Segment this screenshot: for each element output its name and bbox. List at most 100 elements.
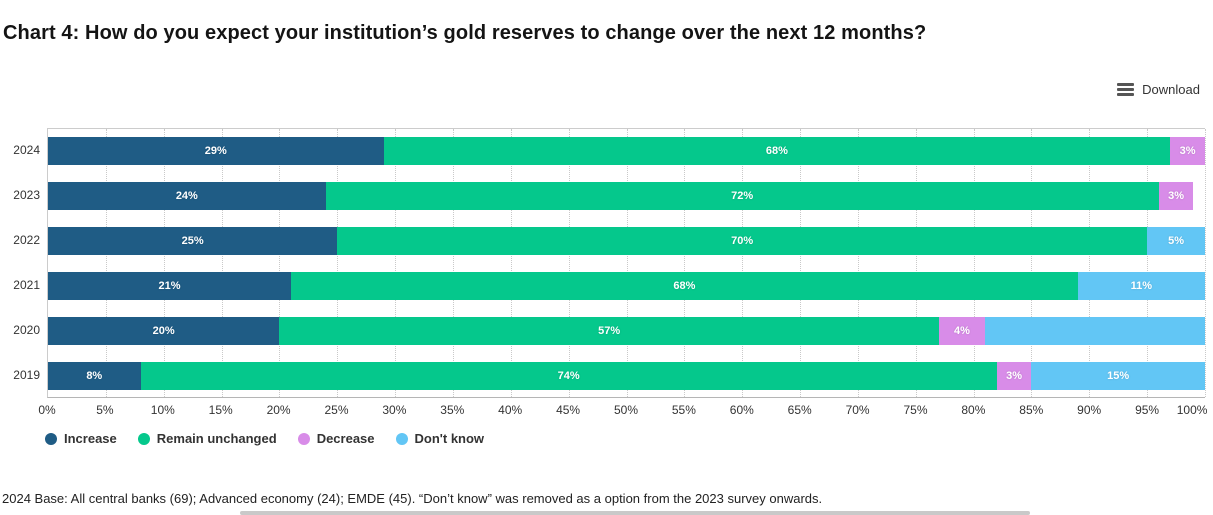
bar-segment-increase[interactable]: 8% — [48, 362, 141, 390]
download-label: Download — [1142, 82, 1200, 97]
legend-item-increase[interactable]: Increase — [45, 431, 117, 446]
x-axis-tick-label: 85% — [1019, 403, 1044, 417]
gridline — [163, 129, 165, 397]
y-axis-label: 2023 — [13, 188, 40, 202]
x-axis-tick-label: 65% — [787, 403, 812, 417]
bar-data-label: 3% — [1179, 145, 1196, 157]
x-axis: 0% 5% 10% 15% 20% 25% 30% 35% 40% 45% 50% 55% 60% 65%… — [0, 403, 1213, 419]
x-axis-tick-label: 30% — [382, 403, 407, 417]
gridline — [626, 129, 628, 397]
bar-data-label: 15% — [1107, 370, 1130, 382]
legend-marker-icon — [395, 432, 408, 445]
y-axis-label: 2022 — [13, 233, 40, 247]
download-button[interactable]: Download — [1117, 82, 1200, 97]
bar-row: 8% 74% 3% 15% — [48, 362, 1205, 390]
x-axis-tick-label: 80% — [961, 403, 986, 417]
bar-row: 24% 72% 3% — [48, 182, 1205, 210]
x-axis-tick-label: 15% — [208, 403, 233, 417]
bar-segment-increase[interactable]: 29% — [48, 137, 384, 165]
legend-item-don-t-know[interactable]: Don't know — [395, 431, 485, 446]
legend: Increase Remain unchanged Decrease Don't kn… — [45, 431, 484, 446]
bar-segment-remain-unchanged[interactable]: 74% — [140, 362, 997, 390]
y-axis-label: 2021 — [13, 278, 40, 292]
x-axis-tick-label: 70% — [845, 403, 870, 417]
bar-segment-remain-unchanged[interactable]: 68% — [290, 272, 1078, 300]
x-axis-tick-label: 45% — [556, 403, 581, 417]
x-axis-tick-label: 20% — [266, 403, 291, 417]
legend-item-remain-unchanged[interactable]: Remain unchanged — [137, 431, 277, 446]
bar-segment-don-t-know[interactable]: 15% — [1031, 362, 1205, 390]
bar-data-label: 20% — [152, 325, 175, 337]
gridline — [1089, 129, 1091, 397]
gridline — [800, 129, 802, 397]
gridline — [1205, 129, 1206, 397]
bar-data-label: 3% — [1006, 370, 1023, 382]
gridline — [973, 129, 975, 397]
gridline — [857, 129, 859, 397]
chart-title: Chart 4: How do you expect your institut… — [3, 22, 927, 44]
bar-data-label: 21% — [158, 280, 181, 292]
legend-item-decrease[interactable]: Decrease — [297, 431, 375, 446]
bar-data-label: 70% — [731, 235, 754, 247]
bar-data-label: 68% — [765, 145, 788, 157]
gridline — [568, 129, 570, 397]
bar-segment-remain-unchanged[interactable]: 72% — [325, 182, 1159, 210]
y-axis-label: 2019 — [13, 368, 40, 382]
bar-segment-decrease[interactable]: 4% — [938, 317, 986, 345]
gridline — [742, 129, 744, 397]
bar-row: 20% 57% 4% — [48, 317, 1205, 345]
y-axis-label: 2020 — [13, 323, 40, 337]
bar-segment-increase[interactable]: 20% — [48, 317, 280, 345]
bar-segment-increase[interactable]: 21% — [48, 272, 291, 300]
bar-data-label: 74% — [557, 370, 580, 382]
bar-data-label: 24% — [175, 190, 198, 202]
legend-label: Decrease — [316, 431, 375, 446]
bar-row: 21% 68% 11% — [48, 272, 1205, 300]
x-axis-tick-label: 40% — [498, 403, 523, 417]
bar-data-label: 11% — [1130, 280, 1153, 292]
gridline — [279, 129, 281, 397]
bar-segment-decrease[interactable]: 3% — [1158, 182, 1194, 210]
gridline — [105, 129, 107, 397]
plot-area: 29% 68% 3% 24% 72% 3% 25% 70% 5% 21% 68% 11% 20% 57% 4… — [47, 128, 1206, 398]
bar-data-label: 68% — [673, 280, 696, 292]
x-axis-tick-label: 60% — [729, 403, 754, 417]
bar-segment-don-t-know[interactable] — [985, 317, 1205, 345]
gridline — [1031, 129, 1033, 397]
bar-segment-decrease[interactable]: 3% — [1170, 137, 1205, 165]
gridline — [221, 129, 223, 397]
x-axis-tick-label: 75% — [903, 403, 928, 417]
bar-data-label: 3% — [1168, 190, 1184, 202]
gridline — [337, 129, 339, 397]
gridline — [395, 129, 397, 397]
horizontal-scrollbar[interactable] — [240, 511, 1030, 515]
bar-segment-remain-unchanged[interactable]: 57% — [279, 317, 939, 345]
legend-label: Don't know — [414, 431, 485, 446]
gridline — [915, 129, 917, 397]
bar-data-label: 8% — [86, 370, 103, 382]
bar-segment-increase[interactable]: 24% — [48, 182, 326, 210]
bar-segment-increase[interactable]: 25% — [48, 227, 338, 255]
footnote: 2024 Base: All central banks (69); Advan… — [2, 491, 823, 506]
bar-segment-don-t-know[interactable]: 11% — [1077, 272, 1205, 300]
x-axis-tick-label: 100% — [1176, 403, 1208, 417]
bar-segment-remain-unchanged[interactable]: 68% — [383, 137, 1171, 165]
bar-segment-decrease[interactable]: 3% — [996, 362, 1032, 390]
x-axis-tick-label: 35% — [440, 403, 465, 417]
x-axis-tick-label: 10% — [150, 403, 175, 417]
legend-label: Remain unchanged — [156, 431, 277, 446]
bar-segment-remain-unchanged[interactable]: 70% — [337, 227, 1148, 255]
bar-row: 25% 70% 5% — [48, 227, 1205, 255]
bar-segment-don-t-know[interactable]: 5% — [1147, 227, 1205, 255]
hamburger-menu-icon — [1117, 83, 1135, 96]
x-axis-tick-label: 90% — [1077, 403, 1102, 417]
y-axis-label: 2024 — [13, 143, 40, 157]
gridline — [684, 129, 686, 397]
gridline — [1147, 129, 1149, 397]
bar-data-label: 72% — [731, 190, 754, 202]
bar-data-label: 25% — [181, 235, 204, 247]
x-axis-tick-label: 50% — [613, 403, 639, 417]
legend-label: Increase — [64, 431, 117, 446]
gridline — [452, 129, 454, 397]
legend-marker-icon — [137, 432, 150, 445]
